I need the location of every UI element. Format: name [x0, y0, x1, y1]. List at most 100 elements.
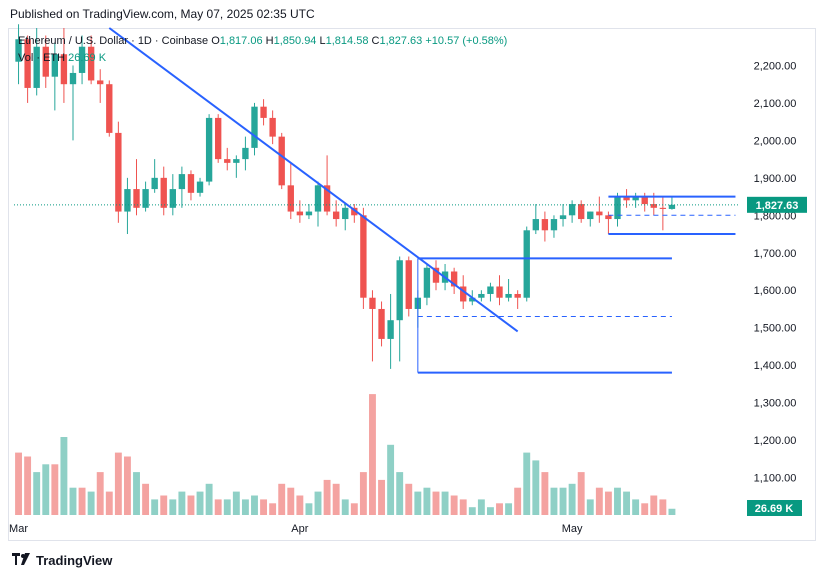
candle-body	[532, 219, 539, 231]
volume-bar	[187, 495, 195, 515]
time-tick-label: Mar	[9, 523, 28, 535]
volume-bar	[196, 491, 204, 515]
candle-body	[396, 260, 403, 321]
candle-layer	[14, 24, 740, 369]
candle-body	[296, 211, 304, 216]
volume-bar	[251, 495, 258, 515]
volume-bar	[369, 394, 376, 515]
volume-bar	[96, 472, 104, 515]
volume-bar	[78, 487, 86, 515]
volume-bar	[133, 472, 140, 515]
candle-body	[578, 204, 585, 220]
volume-bar	[541, 472, 549, 515]
candle-body	[587, 211, 594, 220]
price-tick-label: 1,400.00	[754, 360, 797, 372]
high-value: 1,850.94	[273, 35, 317, 47]
price-tick-label: 1,800.00	[754, 210, 797, 222]
volume-bar	[105, 491, 113, 515]
symbol-title: Ethereum / U.S. Dollar · 1D · Coinbase	[18, 35, 209, 47]
volume-bar	[42, 464, 50, 515]
volume-bar	[405, 483, 413, 515]
volume-bar	[550, 487, 558, 515]
tradingview-footer[interactable]: TradingView	[12, 553, 112, 568]
volume-bar	[604, 491, 612, 515]
trendline[interactable]	[108, 27, 519, 333]
candle-body	[423, 267, 431, 298]
volume-bar	[450, 495, 458, 515]
candle-body	[78, 46, 86, 73]
volume-bar	[223, 499, 231, 515]
tradingview-logo-icon	[12, 553, 32, 568]
candle-body	[523, 230, 530, 298]
candle-body	[187, 174, 195, 193]
candle-body	[460, 286, 467, 302]
candle-body	[269, 117, 276, 137]
candle-body	[378, 308, 385, 339]
volume-bar	[396, 472, 404, 515]
candle-body	[369, 297, 376, 309]
candle-body	[196, 181, 204, 193]
volume-bar	[60, 437, 68, 515]
chart-frame	[8, 28, 816, 541]
volume-bar	[650, 495, 658, 515]
volume-bar	[641, 503, 649, 515]
volume-bar	[632, 499, 640, 515]
candle-body	[233, 159, 240, 163]
candle-body	[24, 39, 31, 88]
price-axis: 1,100.00 1,200.00 1,300.00 1,400.00 1,500.00…	[747, 60, 807, 516]
volume-bar	[505, 503, 513, 515]
volume-bar	[586, 499, 594, 515]
time-tick-label: May	[562, 523, 583, 535]
volume-bar	[378, 479, 385, 515]
volume-bar	[241, 499, 249, 515]
candle-body	[342, 207, 349, 220]
volume-bar	[260, 499, 268, 515]
volume-label: Vol · ETH	[18, 52, 66, 64]
price-tick-label: 1,100.00	[754, 473, 797, 485]
volume-bar	[296, 495, 304, 515]
time-tick-label: Apr	[291, 523, 308, 535]
candle-body	[405, 260, 412, 309]
volume-bar	[33, 472, 41, 515]
candle-body	[124, 189, 131, 212]
candle-body	[133, 189, 140, 208]
volume-bar	[423, 487, 431, 515]
volume-bar	[595, 487, 603, 515]
price-tick-label: 1,500.00	[754, 323, 797, 335]
candle-body	[151, 177, 158, 190]
volume-bar	[496, 503, 503, 515]
candle-body	[514, 293, 521, 298]
candle-body	[106, 84, 113, 133]
candle-body	[559, 215, 567, 220]
candle-body	[251, 106, 258, 148]
ohlc-legend: Ethereum / U.S. Dollar · 1D · Coinbase O…	[18, 35, 508, 47]
brand-name: TradingView	[36, 553, 113, 568]
volume-bar	[514, 487, 522, 515]
volume-bar	[114, 452, 122, 515]
volume-legend: Vol · ETH 26.69 K	[18, 52, 106, 64]
volume-bar	[214, 499, 222, 515]
candle-body	[33, 46, 40, 88]
volume-bar	[15, 452, 22, 515]
candle-body	[332, 211, 340, 220]
candle-body	[97, 80, 104, 85]
candle-body	[42, 46, 49, 77]
volume-bar	[51, 464, 59, 515]
price-tick-label: 1,900.00	[754, 173, 797, 185]
candle-body	[450, 271, 458, 287]
volume-bar	[69, 487, 77, 515]
candle-body	[623, 196, 630, 201]
volume-bar	[577, 472, 585, 515]
candle-body	[641, 196, 648, 205]
price-tick-label: 2,200.00	[754, 60, 797, 72]
candle-body	[541, 219, 549, 231]
last-price-badge	[747, 196, 807, 213]
published-caption: Published on TradingView.com, May 07, 20…	[10, 7, 315, 21]
volume-bar	[477, 499, 485, 515]
candle-body	[496, 286, 503, 298]
candle-body	[260, 106, 267, 118]
volume-bar	[559, 487, 567, 515]
candle-body	[115, 132, 122, 212]
volume-bar	[523, 452, 531, 515]
